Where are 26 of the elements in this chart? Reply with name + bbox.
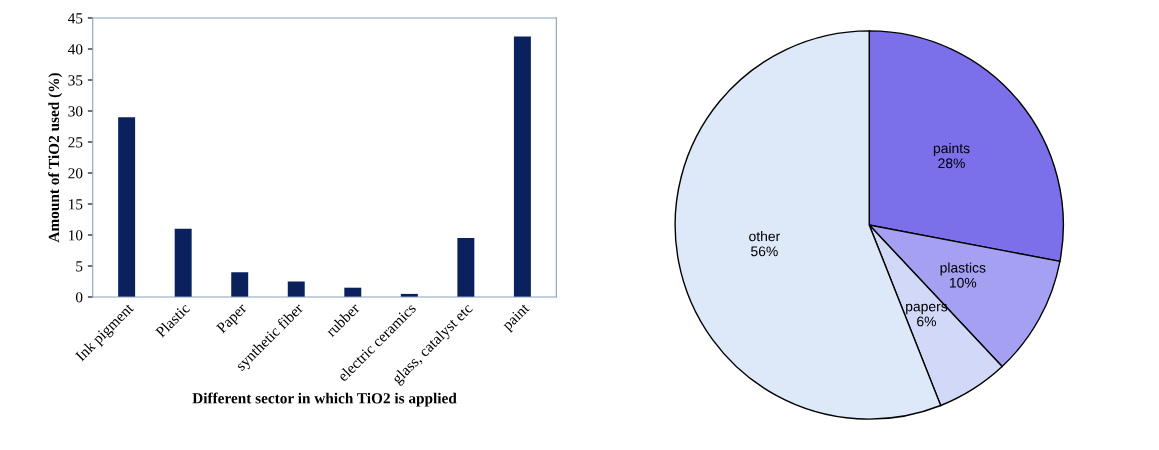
y-tick-label: 40	[68, 44, 83, 55]
slice-label: papers	[906, 303, 948, 315]
y-tick-label: 35	[68, 75, 83, 86]
x-axis-title: Different sector in which TiO2 is applied	[192, 392, 457, 407]
bar	[513, 36, 531, 297]
y-tick-label: 45	[68, 13, 83, 24]
y-tick-label: 30	[68, 106, 83, 117]
slice-label: plastics	[940, 262, 986, 276]
y-axis-title: Amount of TiO2 used (%)	[48, 73, 63, 243]
slice-label: paints	[933, 142, 970, 156]
bar	[174, 228, 192, 297]
y-tick-label: 0	[75, 292, 83, 303]
y-tick-label: 20	[68, 168, 83, 179]
y-tick-label: 25	[68, 137, 83, 148]
bar	[457, 238, 475, 297]
data-label: 10%	[949, 277, 977, 288]
data-label: 56%	[751, 246, 778, 257]
y-tick-label: 15	[69, 199, 83, 210]
bar	[118, 117, 136, 297]
bar	[287, 281, 305, 297]
data-label: 6%	[917, 316, 936, 327]
slice-label: other	[749, 231, 780, 242]
y-tick-label: 5	[76, 261, 83, 272]
data-label: 28%	[938, 158, 965, 169]
bar	[231, 272, 249, 297]
y-tick-label: 10	[69, 230, 83, 241]
